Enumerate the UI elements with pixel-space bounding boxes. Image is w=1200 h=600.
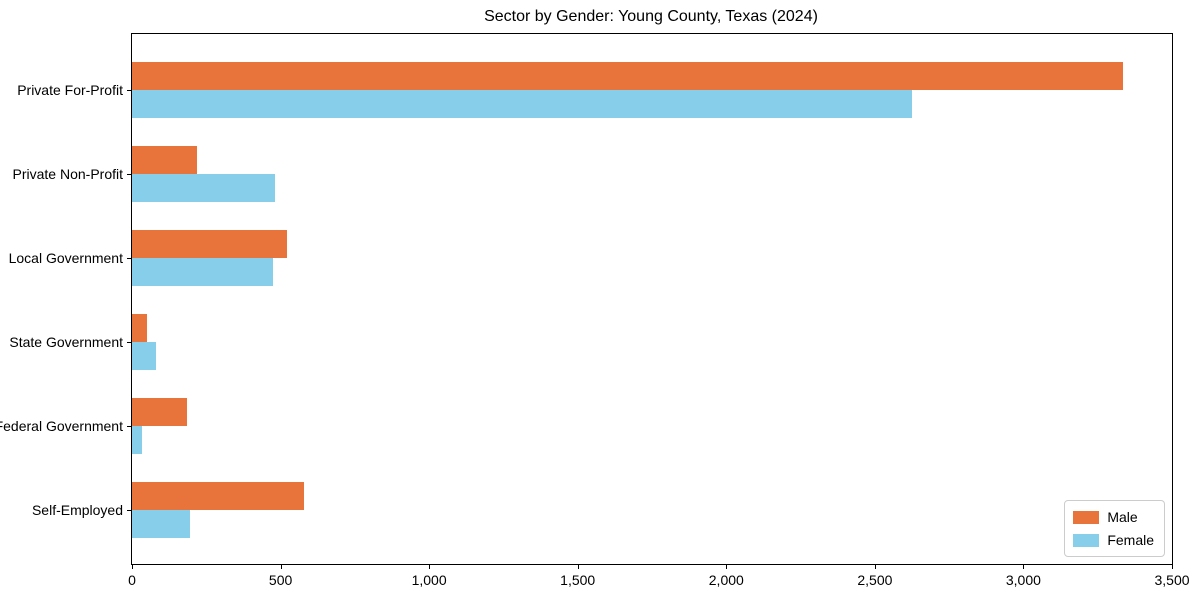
x-tick-mark [132,564,133,569]
x-tick-mark [1023,564,1025,569]
x-tick-label: 3,000 [1005,572,1041,588]
y-tick-mark [127,258,131,259]
bar-male-federal-government [132,398,187,426]
x-tick-label: 1,500 [560,572,596,588]
bar-male-state-government [132,314,147,342]
legend-item-male: Male [1073,509,1154,525]
y-axis-category-label: Federal Government [0,418,123,434]
x-tick-label: 3,500 [1154,572,1190,588]
x-tick-mark [577,564,579,569]
y-tick-mark [127,510,131,511]
y-tick-mark [127,426,131,427]
y-tick-mark [127,342,131,343]
x-tick-mark [280,564,282,569]
bar-male-self-employed [132,482,305,510]
bar-female-private-for-profit [132,90,912,118]
y-axis-category-label: State Government [9,334,123,350]
y-axis-category-label: Local Government [8,250,123,266]
legend-item-female: Female [1073,532,1154,548]
legend: Male Female [1064,500,1165,557]
legend-swatch-male [1073,510,1100,524]
x-tick-mark [429,564,431,569]
y-axis-category-label: Private Non-Profit [12,166,123,182]
y-tick-mark [127,174,131,175]
bar-female-federal-government [132,426,143,454]
y-tick-mark [127,90,131,91]
y-axis-category-label: Private For-Profit [17,82,123,98]
bar-female-local-government [132,258,274,286]
x-tick-mark [726,564,728,569]
bar-female-state-government [132,342,156,370]
bar-male-local-government [132,230,287,258]
x-tick-label: 500 [268,572,293,588]
x-tick-label: 0 [128,572,136,588]
x-tick-label: 2,500 [857,572,893,588]
bar-male-private-non-profit [132,146,198,174]
chart-title: Sector by Gender: Young County, Texas (2… [484,8,818,25]
legend-label-male: Male [1107,509,1138,525]
bar-male-private-for-profit [132,62,1123,90]
bar-female-self-employed [132,510,190,538]
x-tick-mark [874,564,876,569]
x-tick-mark [1172,564,1173,569]
plot-area: Male Female Private For-Profit Private No… [0,33,1190,588]
x-tick-label: 2,000 [708,572,744,588]
legend-swatch-female [1073,533,1100,547]
x-tick-label: 1,000 [411,572,447,588]
y-axis-category-label: Self-Employed [31,502,123,518]
bar-female-private-non-profit [132,174,275,202]
legend-label-female: Female [1107,532,1154,548]
